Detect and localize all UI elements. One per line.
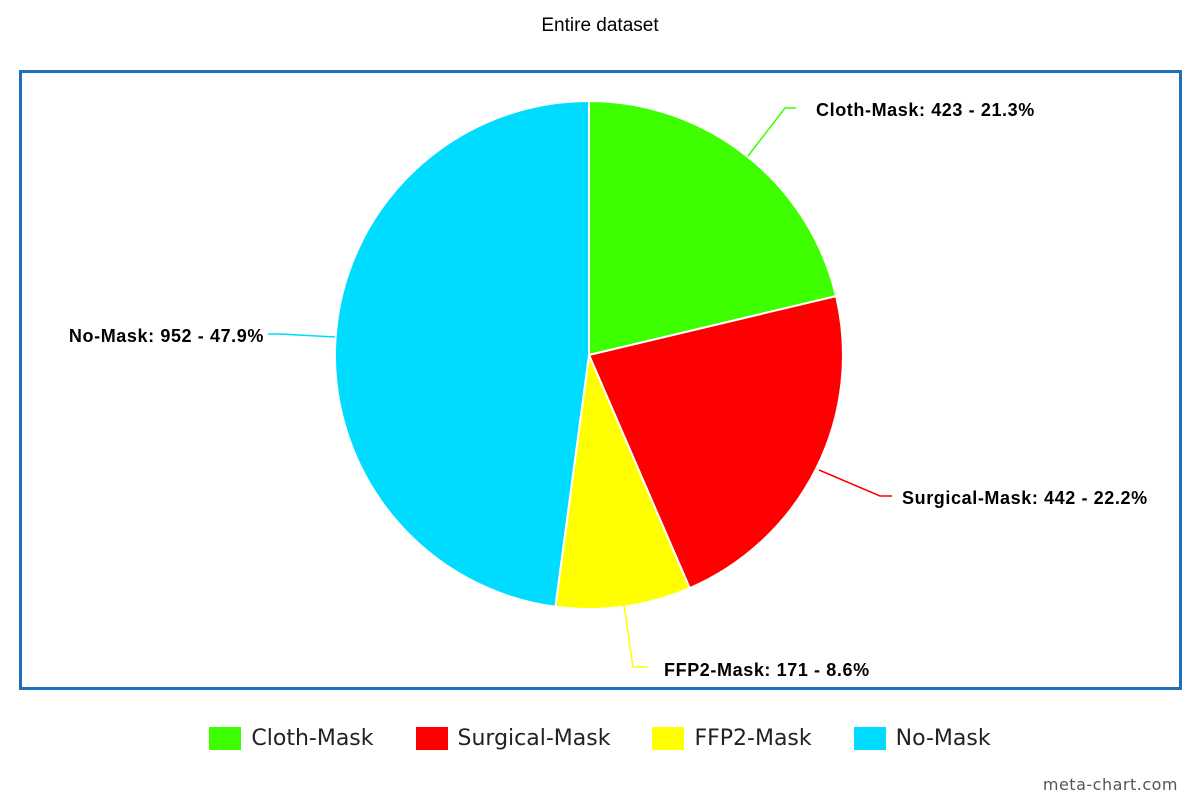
leader-line-no-mask: [268, 333, 336, 338]
legend-item-cloth-mask[interactable]: Cloth-Mask: [209, 726, 374, 751]
legend-swatch: [209, 727, 242, 750]
slice-label-surgical-mask: Surgical-Mask: 442 - 22.2%: [902, 488, 1148, 508]
pie-slices: [333, 99, 844, 610]
legend-label: Surgical-Mask: [457, 726, 611, 751]
chart-title: Entire dataset: [541, 15, 659, 36]
legend-item-surgical-mask[interactable]: Surgical-Mask: [415, 726, 611, 751]
leader-line-surgical-mask: [818, 469, 892, 497]
legend: Cloth-Mask Surgical-Mask FFP2-Mask No-Ma…: [0, 726, 1200, 751]
leader-line-cloth-mask: [747, 107, 796, 157]
slice-label-cloth-mask: Cloth-Mask: 423 - 21.3%: [816, 100, 1035, 120]
legend-swatch: [652, 727, 685, 750]
legend-label: No-Mask: [895, 726, 991, 751]
pie-slice-no-mask[interactable]: [333, 99, 590, 608]
slice-label-no-mask: No-Mask: 952 - 47.9%: [69, 326, 264, 346]
watermark-credit[interactable]: meta-chart.com: [1042, 775, 1178, 794]
pie-slice-cloth-mask[interactable]: [588, 99, 838, 357]
legend-item-no-mask[interactable]: No-Mask: [853, 726, 991, 751]
legend-swatch: [415, 727, 448, 750]
legend-swatch: [853, 727, 886, 750]
slice-label-ffp2-mask: FFP2-Mask: 171 - 8.6%: [664, 660, 870, 680]
slice-labels: Cloth-Mask: 423 - 21.3% Surgical-Mask: 44…: [69, 100, 1148, 680]
plot-area: [19, 70, 1182, 690]
leader-line-ffp2-mask: [623, 604, 648, 668]
legend-label: FFP2-Mask: [694, 726, 812, 751]
leader-lines: [268, 107, 892, 668]
legend-label: Cloth-Mask: [251, 726, 374, 751]
pie-slice-surgical-mask[interactable]: [587, 294, 844, 590]
legend-item-ffp2-mask[interactable]: FFP2-Mask: [652, 726, 812, 751]
